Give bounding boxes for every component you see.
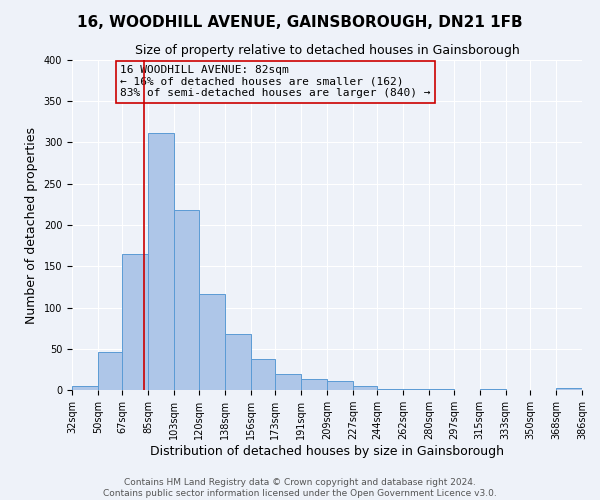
Bar (353, 386, 377, 390)
Bar (199, 294, 225, 390)
Y-axis label: Number of detached properties: Number of detached properties (25, 126, 38, 324)
Bar (429, 389, 454, 390)
Bar (148, 132, 174, 390)
X-axis label: Distribution of detached houses by size in Gainsborough: Distribution of detached houses by size … (150, 445, 504, 458)
Bar (98, 352, 122, 390)
Bar (403, 389, 429, 390)
Bar (301, 380, 327, 390)
Bar (122, 254, 148, 390)
Bar (225, 334, 251, 390)
Bar (556, 388, 582, 390)
Bar (480, 389, 506, 390)
Bar (327, 381, 353, 390)
Bar (251, 358, 275, 390)
Title: Size of property relative to detached houses in Gainsborough: Size of property relative to detached ho… (134, 44, 520, 58)
Bar (174, 210, 199, 390)
Bar (275, 374, 301, 390)
Text: 16 WOODHILL AVENUE: 82sqm
← 16% of detached houses are smaller (162)
83% of semi: 16 WOODHILL AVENUE: 82sqm ← 16% of detac… (121, 65, 431, 98)
Text: Contains HM Land Registry data © Crown copyright and database right 2024.
Contai: Contains HM Land Registry data © Crown c… (103, 478, 497, 498)
Text: 16, WOODHILL AVENUE, GAINSBOROUGH, DN21 1FB: 16, WOODHILL AVENUE, GAINSBOROUGH, DN21 … (77, 15, 523, 30)
Bar (72, 386, 98, 390)
Bar (377, 389, 403, 390)
